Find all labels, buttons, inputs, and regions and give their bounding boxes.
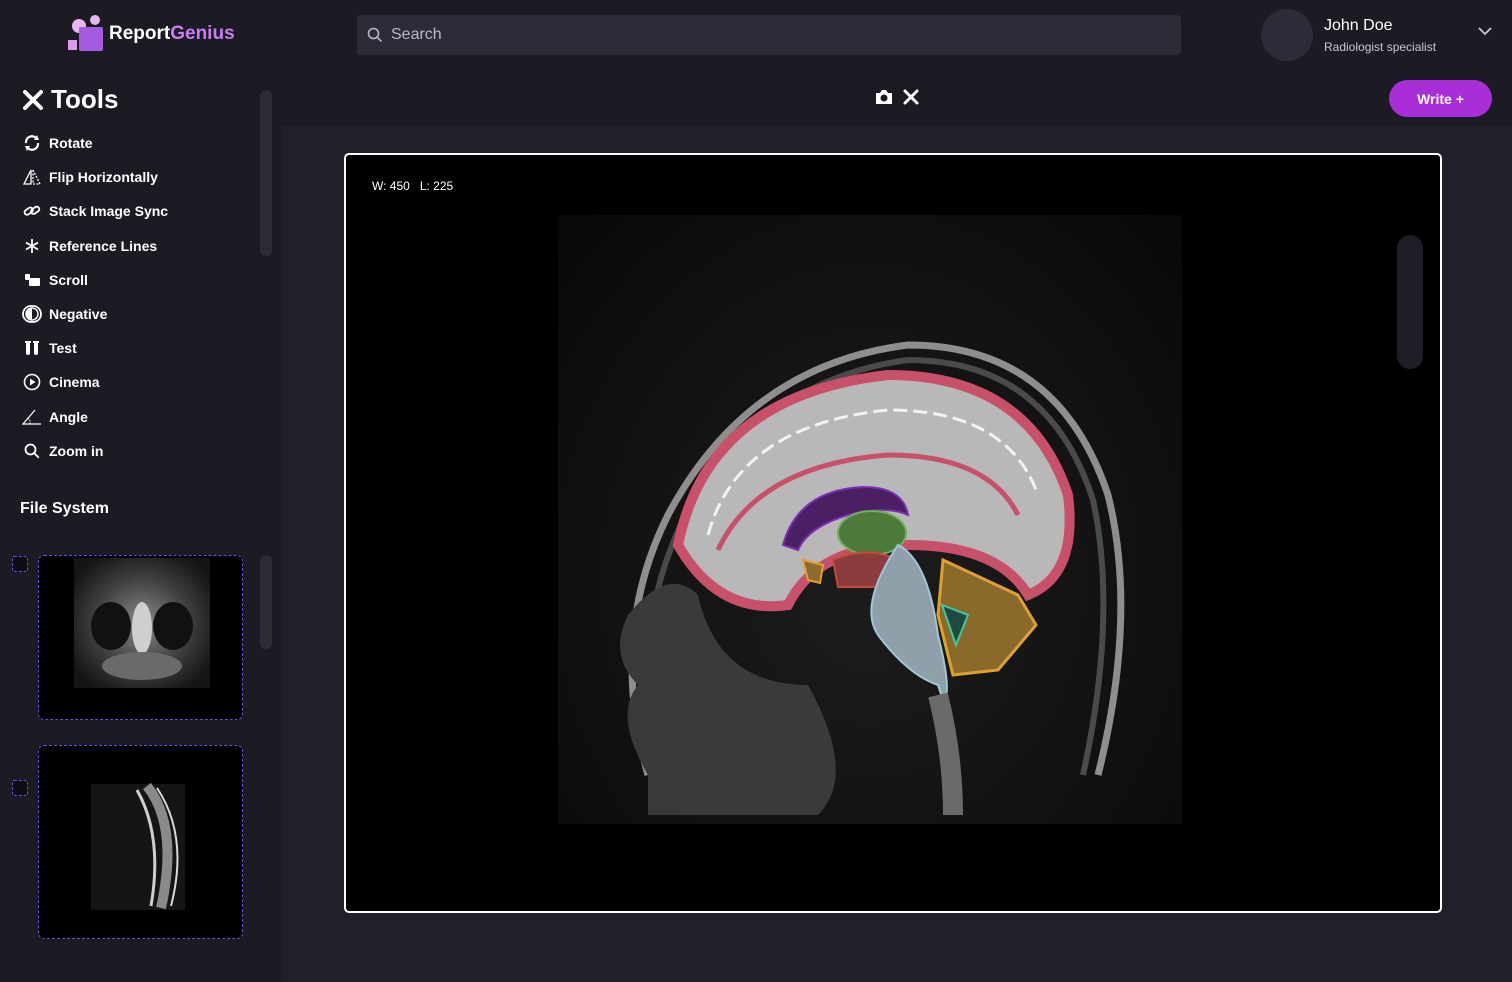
rotate-icon [22, 133, 42, 153]
tool-scroll[interactable]: Scroll [22, 263, 168, 297]
zoom-icon [22, 441, 42, 461]
viewer-toolbar [874, 88, 920, 106]
tools-scrollbar[interactable] [260, 90, 272, 256]
mri-image[interactable] [558, 215, 1182, 824]
file-thumbnail[interactable] [38, 745, 243, 939]
mri-sagittal-scan [620, 341, 1125, 816]
file-thumbnail[interactable] [38, 555, 243, 720]
level-value: L: 225 [419, 179, 454, 193]
user-name: John Doe [1324, 16, 1393, 34]
user-profile[interactable]: John Doe Radiologist specialist [1261, 9, 1436, 61]
files-scrollbar[interactable] [260, 555, 272, 649]
thumbnail-image [74, 558, 210, 688]
user-role: Radiologist specialist [1324, 39, 1437, 54]
flip-icon [22, 167, 42, 187]
camera-icon[interactable] [874, 88, 894, 106]
angle-icon [22, 407, 42, 427]
chevron-down-icon[interactable] [1477, 26, 1493, 36]
write-button[interactable]: Write + [1389, 80, 1492, 117]
image-viewer[interactable]: W: 450 L: 225 [344, 153, 1442, 913]
avatar[interactable] [1261, 9, 1313, 61]
tool-rotate[interactable]: Rotate [22, 126, 168, 160]
logo-mark-icon [67, 15, 105, 53]
tool-angle[interactable]: Angle [22, 400, 168, 434]
link-icon [22, 201, 42, 221]
thumbnail-image [91, 782, 185, 910]
app-logo[interactable]: ReportGenius [67, 15, 235, 53]
window-value: W: 450 [372, 179, 410, 193]
tool-cinema[interactable]: Cinema [22, 365, 168, 399]
tool-flip-horizontally[interactable]: Flip Horizontally [22, 160, 168, 194]
window-level-readout: W: 450 L: 225 [372, 179, 463, 193]
tools-heading: Tools [21, 84, 118, 115]
tools-icon[interactable] [902, 88, 920, 106]
tools-list: Rotate Flip Horizontally Stack Image Syn… [22, 126, 168, 468]
viewer-scrollbar[interactable] [1397, 235, 1423, 369]
tools-icon [23, 89, 43, 110]
tool-stack-image-sync[interactable]: Stack Image Sync [22, 194, 168, 228]
logo-text: ReportGenius [109, 23, 235, 44]
file-system-heading: File System [20, 500, 109, 517]
search-input[interactable] [389, 25, 1153, 45]
tool-test[interactable]: Test [22, 331, 168, 365]
file-checkbox[interactable] [12, 780, 28, 796]
file-checkbox[interactable] [12, 556, 28, 572]
asterisk-icon [22, 236, 42, 256]
scroll-icon [22, 270, 42, 290]
contrast-icon [22, 304, 42, 324]
tool-negative[interactable]: Negative [22, 297, 168, 331]
search-bar[interactable] [357, 15, 1181, 55]
test-tubes-icon [22, 338, 42, 358]
tool-reference-lines[interactable]: Reference Lines [22, 229, 168, 263]
search-icon [367, 27, 383, 43]
play-icon [22, 372, 42, 392]
tool-zoom-in[interactable]: Zoom in [22, 434, 168, 468]
